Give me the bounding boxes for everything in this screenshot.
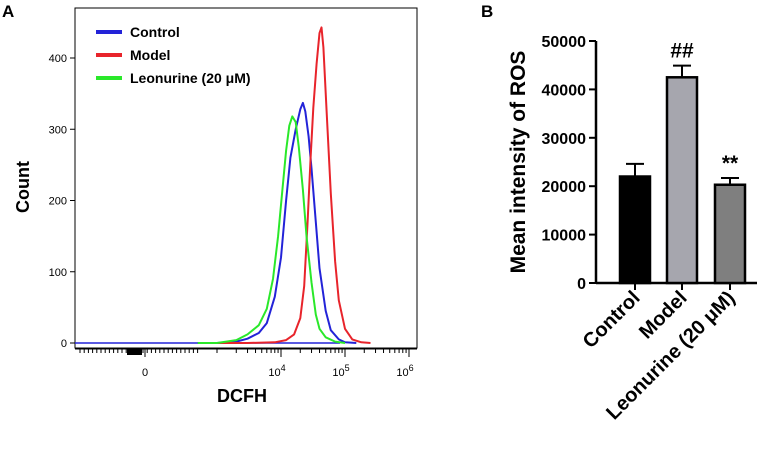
histogram-y-axis-title: Count — [13, 161, 33, 213]
histogram-y-tick-label-100: 100 — [49, 267, 67, 279]
legend-label-control: Control — [130, 24, 180, 40]
bar-2 — [665, 76, 699, 285]
significance-mark-2: ## — [670, 40, 694, 63]
histogram-x-zero-region — [127, 349, 142, 355]
histogram-y-tick-label-300: 300 — [49, 124, 67, 136]
histogram-x-ticks: 0 104 105 106 — [75, 348, 417, 379]
histogram-y-tick-label-200: 200 — [49, 196, 67, 208]
bar-y-tick-label-50000: 50000 — [542, 34, 587, 51]
histogram-series-control — [197, 101, 357, 344]
histogram-y-tick-label-0: 0 — [61, 338, 67, 350]
histogram-y-tick-label-400: 400 — [49, 53, 67, 65]
bar-y-tick-label-30000: 30000 — [542, 131, 587, 148]
legend-label-leonurine: Leonurine (20 μM) — [130, 70, 251, 86]
histogram-series-model — [217, 26, 371, 344]
histogram-x-tick-label: 105 — [332, 363, 349, 379]
histogram-x-tick-label: 104 — [268, 363, 285, 379]
bar-category-label-1: Control — [579, 287, 645, 353]
histogram-legend: Control Model Leonurine (20 μM) — [96, 24, 251, 86]
histogram-y-ticks: 0 100 200 300 400 — [49, 53, 75, 350]
bar-y-axis-title: Mean intensity of ROS — [507, 51, 530, 274]
bar-y-ticks: 0 10000 20000 30000 40000 50000 — [542, 34, 596, 293]
histogram-series-leonurine — [197, 115, 346, 344]
histogram-series — [75, 26, 371, 344]
significance-mark-3: ** — [722, 152, 739, 175]
legend-label-model: Model — [130, 47, 170, 63]
panel-label-b: B — [481, 2, 493, 21]
histogram-x-tick-label: 106 — [396, 363, 413, 379]
bar-y-tick-label-20000: 20000 — [542, 179, 587, 196]
histogram-x-axis-title: DCFH — [217, 386, 267, 406]
flow-cytometry-histogram: 0 100 200 300 400 0 104 105 106 Control Model Leo… — [13, 7, 418, 406]
bar-3 — [713, 183, 747, 285]
bar-series: ## ** — [618, 40, 747, 290]
panel-label-a: A — [2, 2, 14, 21]
bar-y-tick-label-0: 0 — [577, 276, 586, 293]
bar-1 — [618, 175, 652, 285]
bar-y-tick-label-10000: 10000 — [542, 228, 587, 245]
histogram-plot-area — [74, 7, 418, 349]
bar-y-tick-label-40000: 40000 — [542, 82, 587, 99]
histogram-x-tick-label: 0 — [142, 367, 148, 379]
